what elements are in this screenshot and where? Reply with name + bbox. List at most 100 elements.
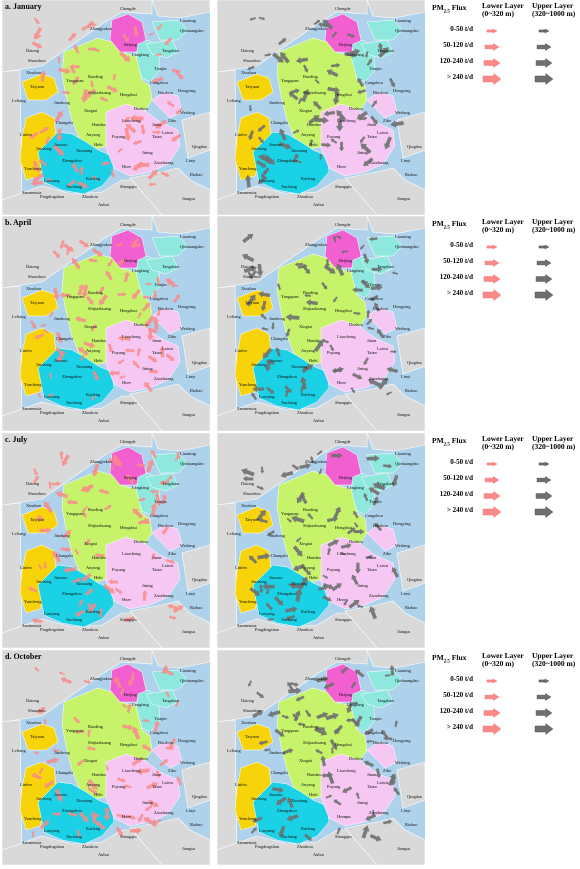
panel-row-4: Chengde Zhangjiakou Beijing Qinhuangdao Tang… xyxy=(0,650,580,865)
city-label: Shuozhou xyxy=(28,708,46,713)
city-label: Luoyang xyxy=(259,611,275,616)
city-label: Tianjin xyxy=(154,66,167,71)
city-label: Qingdao xyxy=(407,360,423,365)
flux-arrow xyxy=(56,347,64,356)
lower-legend-symbol xyxy=(482,473,502,492)
city-label: Sanmenxia xyxy=(237,623,257,628)
city-label: Rizhao xyxy=(190,172,203,177)
flux-arrow xyxy=(258,740,268,746)
city-label: Qingdao xyxy=(407,144,423,149)
city-label: Lvliang xyxy=(227,98,241,103)
city-label: Liaoning xyxy=(395,234,412,239)
city-label: Heze xyxy=(122,814,131,819)
flux-arrow xyxy=(323,110,336,117)
flux-arrow xyxy=(117,359,125,365)
flux-arrow xyxy=(144,282,152,286)
city-label: Linyi xyxy=(186,158,196,163)
city-label: Kaifeng xyxy=(301,392,316,397)
flux-arrow xyxy=(390,349,397,354)
city-label: Kaifeng xyxy=(86,176,101,181)
flux-arrow xyxy=(91,247,103,257)
city-label: Jinzhong xyxy=(269,750,286,755)
upper-legend-symbol xyxy=(534,722,554,741)
city-label: Chengde xyxy=(335,6,351,11)
shandong-region xyxy=(105,753,181,827)
flux-arrow xyxy=(79,165,85,175)
city-label: Puyang xyxy=(327,567,341,572)
flux-arrow xyxy=(87,20,94,29)
city-label: Rizhao xyxy=(405,605,418,610)
flux-arrow xyxy=(329,344,335,352)
flux-arrow xyxy=(347,48,361,56)
flux-arrow xyxy=(366,454,380,463)
upper-legend-arrow xyxy=(538,461,550,467)
city-label: Xingtai xyxy=(299,541,313,546)
city-label: Liaocheng xyxy=(337,551,356,556)
city-label: Zhoukou xyxy=(297,627,314,632)
flux-arrow xyxy=(158,479,170,486)
city-label: Chengde xyxy=(335,439,351,444)
upper-layer-map: Chengde Zhangjiakou Beijing Qinhuangdao Tang… xyxy=(217,216,425,431)
flux-arrow xyxy=(275,796,287,805)
outside-land-5 xyxy=(181,327,210,375)
city-label: Baoding xyxy=(303,724,319,729)
city-label: Liaocheng xyxy=(337,334,356,339)
upper-legend-symbol xyxy=(534,674,554,693)
city-label: Taian xyxy=(152,784,162,789)
upper-legend-symbol xyxy=(534,706,554,725)
upper-legend-symbol xyxy=(534,40,554,59)
flux-arrow xyxy=(162,526,169,535)
flux-arrow xyxy=(350,387,356,394)
flux-arrow xyxy=(258,16,266,21)
upper-legend-arrow xyxy=(536,476,552,484)
flux-arrow xyxy=(330,747,335,755)
city-label: Zhoukou xyxy=(297,194,314,199)
city-label: Taian xyxy=(367,134,377,139)
flux-arrow xyxy=(131,237,140,247)
flux-arrow xyxy=(335,263,345,277)
flux-arrow xyxy=(365,309,371,318)
legend-class-label: 120-240 t/d xyxy=(439,273,473,281)
outside-land-1 xyxy=(366,0,425,19)
flux-arrow xyxy=(326,516,339,523)
flux-arrow xyxy=(241,468,255,477)
city-label: Chengde xyxy=(120,222,136,227)
city-label: Jiangsu xyxy=(397,196,411,201)
flux-arrow xyxy=(297,97,303,105)
flux-arrow xyxy=(31,41,43,49)
shandong-east-region xyxy=(151,524,183,552)
flux-arrow xyxy=(165,353,175,362)
flux-arrow xyxy=(75,729,85,735)
lower-legend-symbol xyxy=(482,288,502,307)
city-label: Hebi xyxy=(309,575,318,580)
flux-arrow xyxy=(114,587,123,594)
city-label: Shangqiu xyxy=(335,400,352,405)
upper-legend-symbol xyxy=(534,256,554,275)
city-label: Luoyang xyxy=(44,178,60,183)
flux-arrow xyxy=(318,468,323,475)
flux-arrow xyxy=(336,827,341,835)
city-label: Yangquan xyxy=(66,511,84,516)
city-label: Tangshan xyxy=(162,264,180,269)
upper-legend-arrow xyxy=(534,289,554,301)
city-label: Xingtai xyxy=(84,758,98,763)
lower-layer-heading: Lower Layer xyxy=(482,434,524,443)
city-label: Binzhou xyxy=(373,523,389,528)
flux-arrow xyxy=(370,284,383,291)
flux-arrow xyxy=(278,825,286,838)
upper-layer-map: Chengde Zhangjiakou Beijing Qinhuangdao Tang… xyxy=(217,0,425,215)
outside-land-1 xyxy=(366,433,425,452)
city-label: Jinan xyxy=(367,772,377,777)
flux-arrow xyxy=(314,78,320,84)
upper-layer-flux-arrows xyxy=(244,16,404,188)
city-label: Zibo xyxy=(383,118,392,123)
flux-arrow xyxy=(61,454,70,467)
flux-arrow xyxy=(368,606,378,620)
lower-layer-range: (0~320 m) xyxy=(482,442,515,451)
city-label: Heze xyxy=(337,164,346,169)
city-label: Liaoning xyxy=(180,451,197,456)
city-label: Taiyuan xyxy=(30,84,45,89)
city-label: Liaocheng xyxy=(122,334,141,339)
city-label: Hengshui xyxy=(335,308,353,313)
lower-legend-symbol xyxy=(482,674,502,693)
